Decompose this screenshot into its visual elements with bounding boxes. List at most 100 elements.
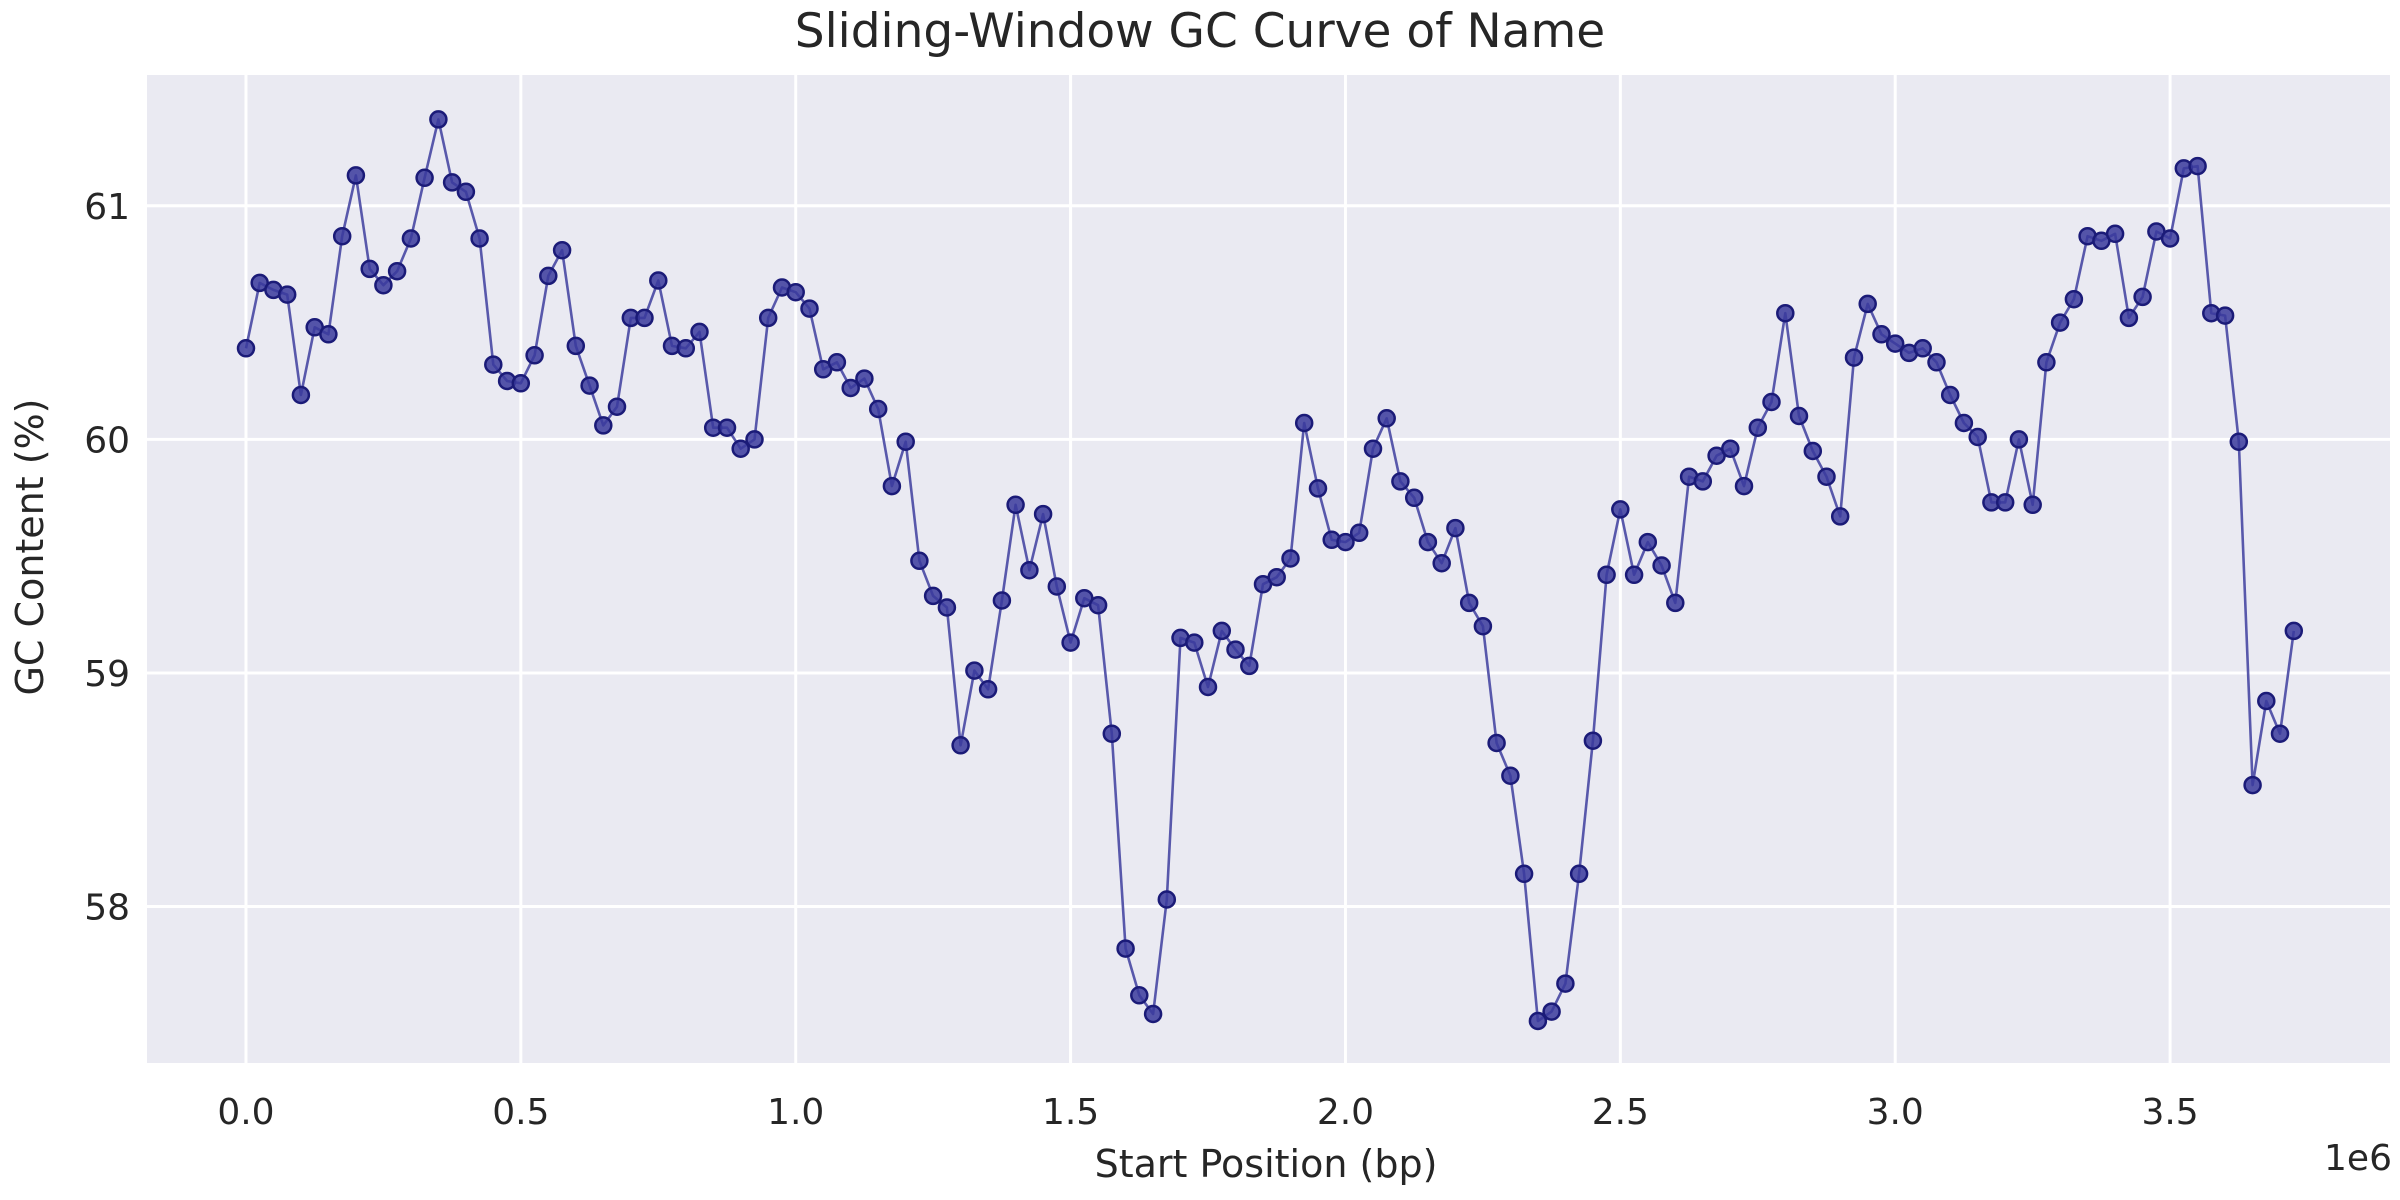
x-tick-label: 1.5	[1042, 1092, 1099, 1133]
plot-background	[147, 75, 2390, 1063]
data-point	[236, 339, 256, 358]
data-point	[1913, 339, 1932, 358]
data-point	[855, 369, 874, 388]
data-point	[951, 736, 970, 755]
data-point	[1116, 939, 1135, 958]
x-tick-labels: 0.0 0.5 1.0 1.5 2.0 2.5 3.0 3.5	[217, 1092, 2198, 1133]
data-point	[1391, 472, 1410, 491]
grid-lines	[147, 75, 2390, 1063]
data-point	[2009, 430, 2029, 449]
data-point	[1047, 577, 1067, 596]
data-point	[1088, 595, 1108, 615]
data-point	[1020, 560, 1039, 580]
data-point	[277, 285, 297, 304]
data-point	[2229, 432, 2249, 451]
data-point	[1954, 413, 1974, 433]
data-point	[882, 476, 902, 496]
x-tick-label: 2.0	[1317, 1092, 1374, 1133]
x-tick-label: 1.0	[767, 1092, 824, 1133]
data-point	[937, 598, 957, 617]
data-point	[635, 308, 654, 328]
data-point	[580, 376, 599, 395]
data-point	[1858, 294, 1877, 314]
data-point	[786, 282, 805, 302]
data-point	[1624, 565, 1644, 585]
data-point	[470, 229, 489, 248]
data-point	[374, 275, 393, 295]
data-point	[1349, 523, 1369, 543]
x-tick-label: 3.0	[1867, 1092, 1924, 1133]
data-point	[2270, 724, 2290, 743]
x-axis-label: Start Position (bp)	[1095, 1142, 1438, 1186]
data-points	[236, 110, 2304, 1031]
data-point	[649, 271, 668, 290]
data-point	[456, 182, 476, 202]
x-tick-label: 0.5	[492, 1092, 549, 1133]
data-point	[1583, 731, 1603, 750]
x-tick-label: 0.0	[217, 1092, 274, 1133]
data-point	[401, 229, 421, 248]
data-point	[2215, 306, 2235, 325]
data-point	[1597, 565, 1616, 585]
data-point	[731, 439, 750, 458]
data-point	[594, 416, 613, 435]
data-point	[332, 226, 352, 246]
data-point	[1652, 556, 1671, 575]
data-point	[291, 385, 311, 405]
data-point	[978, 680, 998, 699]
data-point	[2064, 289, 2084, 309]
data-point	[1803, 441, 1823, 461]
data-point	[923, 586, 943, 606]
data-point	[1336, 532, 1355, 552]
data-point	[2119, 308, 2139, 328]
data-point	[1185, 633, 1204, 652]
data-point	[1130, 986, 1149, 1005]
data-point	[1212, 621, 1232, 641]
x-tick-label: 3.5	[2141, 1092, 2198, 1133]
data-point	[868, 399, 888, 419]
y-tick-label: 61	[84, 187, 130, 228]
data-point	[1968, 427, 1987, 447]
data-point	[2243, 775, 2262, 795]
data-point	[1817, 467, 1836, 486]
y-tick-labels: 58 59 60 61	[84, 187, 130, 929]
data-point	[539, 266, 558, 286]
data-point	[1542, 1002, 1561, 1021]
data-point	[676, 339, 696, 358]
data-point	[1638, 532, 1658, 552]
data-point	[2188, 156, 2207, 176]
data-point	[800, 299, 819, 318]
data-point	[1446, 518, 1465, 538]
data-point	[484, 355, 503, 374]
data-point	[2160, 229, 2180, 248]
data-point	[525, 346, 544, 365]
data-point	[2284, 621, 2304, 641]
data-point	[1157, 890, 1177, 909]
data-point	[1528, 1011, 1548, 1031]
data-point	[992, 591, 1012, 610]
data-point	[2023, 495, 2042, 515]
data-point	[511, 374, 531, 393]
data-point	[1363, 439, 1383, 458]
data-point	[1927, 353, 1946, 372]
data-point	[1885, 334, 1905, 353]
data-point	[552, 240, 572, 260]
data-point	[1281, 549, 1300, 568]
data-point	[1569, 864, 1589, 884]
data-point	[2050, 313, 2070, 332]
data-point	[2037, 353, 2056, 372]
data-point	[1006, 495, 1025, 515]
data-point	[387, 261, 407, 281]
data-point	[1666, 593, 1685, 613]
data-point	[319, 325, 338, 344]
data-point	[566, 336, 586, 356]
data-point	[1459, 593, 1479, 613]
data-point	[607, 397, 627, 416]
data-point	[442, 173, 462, 192]
data-point	[2105, 224, 2125, 244]
y-tick-label: 60	[84, 420, 130, 461]
data-point	[346, 166, 366, 185]
data-point	[1418, 532, 1438, 552]
x-axis-offset-label: 1e6	[2324, 1138, 2392, 1179]
data-point	[1748, 418, 1768, 437]
